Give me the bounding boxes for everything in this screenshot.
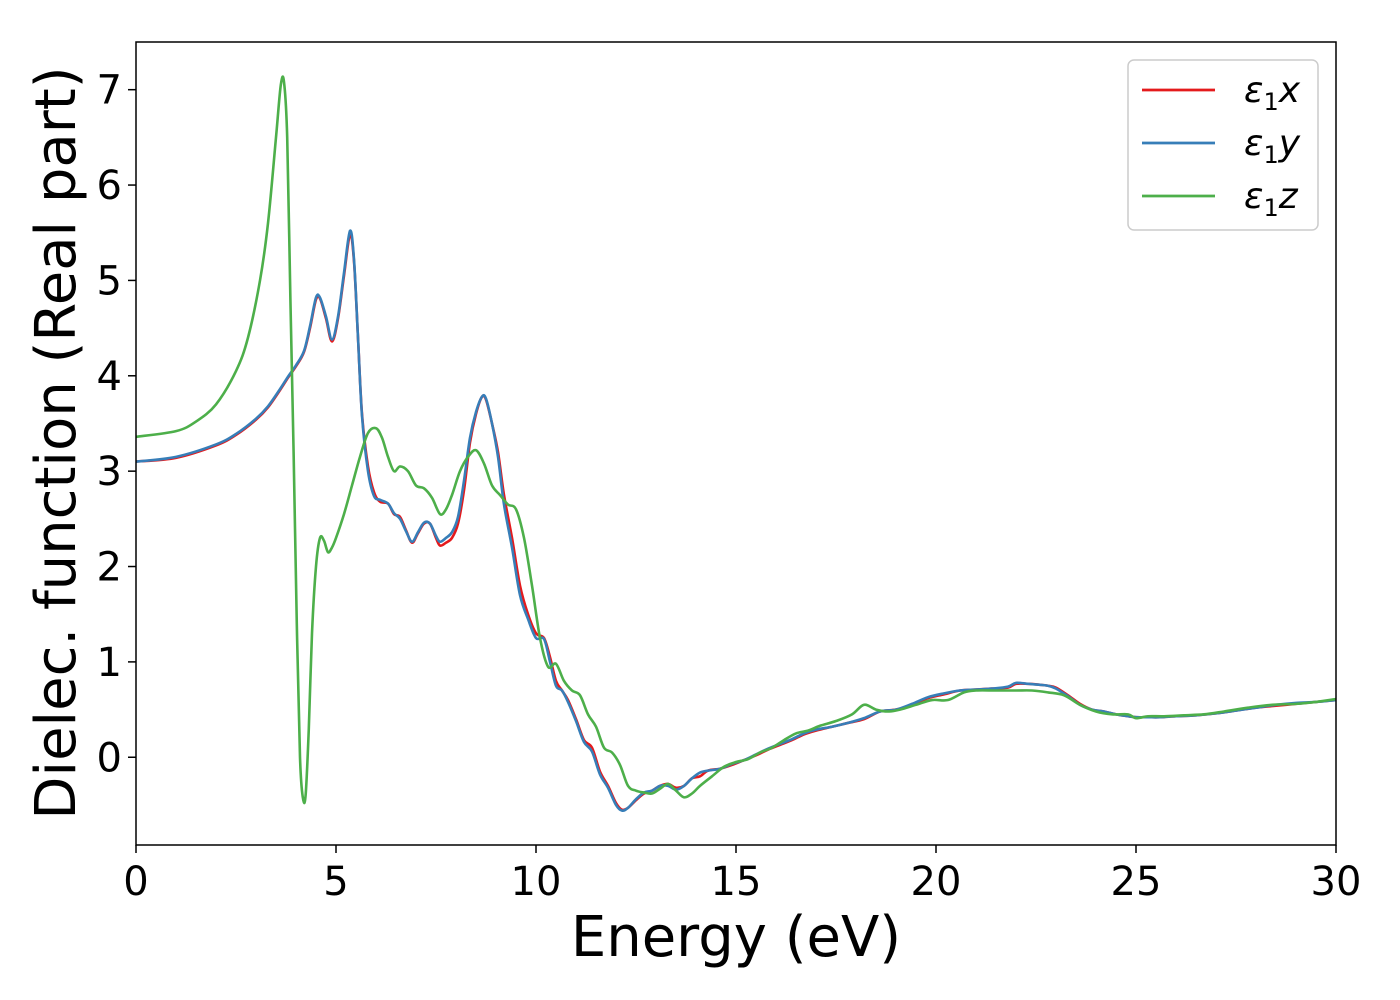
- x-axis-label: Energy (eV): [571, 905, 901, 970]
- y-axis-label: Dielec. function (Real part): [24, 66, 89, 819]
- y-tick-label: 1: [97, 640, 122, 686]
- x-tick-label: 25: [1111, 859, 1162, 905]
- x-tick-label: 0: [123, 859, 148, 905]
- x-tick-label: 20: [911, 859, 962, 905]
- y-tick-label: 2: [97, 545, 122, 591]
- y-axis: 0 1 2 3 4 5 6 7: [97, 68, 136, 781]
- legend-label-y: ε1y: [1244, 123, 1301, 169]
- series-line-z: [135, 75, 1337, 805]
- legend-box: [1127, 59, 1319, 231]
- series-line-y: [135, 229, 1337, 813]
- x-axis: 0 5 10 15 20 25 30: [123, 845, 1361, 905]
- y-tick-label: 6: [97, 163, 122, 209]
- legend: ε1x ε1y ε1z: [1127, 59, 1319, 231]
- series-layer: [135, 75, 1337, 813]
- x-tick-label: 5: [323, 859, 348, 905]
- y-tick-label: 7: [97, 68, 122, 114]
- y-tick-label: 4: [97, 354, 122, 400]
- y-tick-label: 0: [97, 735, 122, 781]
- x-tick-label: 30: [1311, 859, 1362, 905]
- y-tick-label: 3: [97, 449, 122, 495]
- x-tick-label: 15: [711, 859, 762, 905]
- x-tick-label: 10: [511, 859, 562, 905]
- y-tick-label: 5: [97, 258, 122, 304]
- legend-label-z: ε1z: [1244, 176, 1299, 222]
- legend-label-x: ε1x: [1244, 70, 1301, 116]
